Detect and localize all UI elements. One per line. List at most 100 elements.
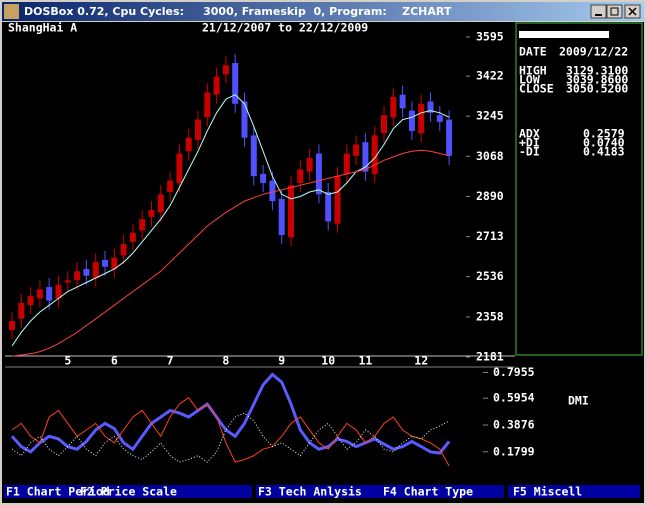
y-tick-label: 0.1799 bbox=[493, 444, 535, 458]
candle-body bbox=[167, 180, 174, 193]
indicator-value: 0.2579 bbox=[583, 127, 625, 141]
y-tick-label: 2181 bbox=[476, 350, 504, 364]
candle-body bbox=[343, 153, 350, 174]
x-tick-label: 5 bbox=[64, 354, 71, 368]
minimize-button[interactable] bbox=[590, 4, 607, 19]
x-tick-label: 10 bbox=[321, 354, 335, 368]
menu-item[interactable]: F1 Chart Period bbox=[6, 485, 110, 499]
dmi-line bbox=[10, 372, 451, 455]
price-label: LOW bbox=[519, 73, 540, 87]
candle-body bbox=[315, 153, 322, 195]
candle-body bbox=[390, 96, 397, 118]
candle-body bbox=[306, 158, 313, 172]
menu-item[interactable]: F3 Tech Anlysis bbox=[258, 485, 362, 499]
candle-body bbox=[157, 194, 164, 213]
candle-body bbox=[288, 185, 294, 238]
candle-body bbox=[325, 192, 332, 222]
candle-body bbox=[46, 287, 53, 301]
candle-body bbox=[362, 142, 369, 172]
app-icon bbox=[4, 4, 19, 19]
info-panel-bar bbox=[519, 31, 609, 38]
candle-body bbox=[92, 262, 99, 279]
content: DATE 2009/12/22 HIGH 3129.3100 LOW 3039.8600 C… bbox=[6, 21, 628, 499]
dmi-line bbox=[11, 412, 450, 463]
candle-body bbox=[222, 65, 229, 75]
indicator-label: -DI bbox=[519, 145, 540, 159]
candle-body bbox=[399, 94, 406, 109]
candle-body bbox=[111, 257, 118, 269]
y-tick-label: 2536 bbox=[476, 269, 504, 283]
chart-subtitle: 21/12/2007 to 22/12/2009 bbox=[202, 21, 368, 35]
candle-body bbox=[148, 210, 155, 217]
candle-body bbox=[260, 173, 267, 183]
date-label: DATE bbox=[519, 45, 547, 59]
candle-body bbox=[250, 135, 257, 177]
candle-body bbox=[139, 219, 146, 231]
price-value: 3039.8600 bbox=[566, 73, 628, 87]
info-panel-border bbox=[515, 22, 643, 356]
window-title: DOSBox 0.72, Cpu Cycles: 3000, Frameskip… bbox=[24, 5, 452, 18]
maximize-button[interactable] bbox=[606, 4, 623, 19]
moving-average bbox=[11, 149, 450, 357]
candle-body bbox=[278, 198, 285, 236]
candle-body bbox=[213, 76, 220, 95]
price-label: CLOSE bbox=[519, 82, 554, 96]
price-label: HIGH bbox=[519, 64, 547, 78]
candle-body bbox=[204, 92, 211, 118]
y-tick-label: 0.3876 bbox=[493, 418, 535, 432]
menu-item[interactable]: F4 Chart Type bbox=[383, 485, 473, 499]
candle-body bbox=[269, 180, 276, 202]
candle-body bbox=[18, 302, 25, 319]
y-tick-label: 2890 bbox=[476, 189, 504, 203]
indicator-label: ADX bbox=[519, 127, 540, 141]
x-tick-label: 7 bbox=[167, 354, 174, 368]
candle-body bbox=[427, 101, 434, 113]
candle-body bbox=[418, 103, 425, 134]
menu-item[interactable]: F5 Miscell bbox=[513, 485, 582, 499]
y-tick-label: 3422 bbox=[476, 69, 504, 83]
candle-body bbox=[64, 280, 71, 283]
chart-title: ShangHai A bbox=[8, 21, 77, 35]
candle-body bbox=[297, 169, 304, 183]
menu-separator bbox=[252, 485, 256, 498]
menu-item[interactable]: F2 Price Scale bbox=[80, 485, 177, 499]
x-tick-label: 11 bbox=[358, 354, 372, 368]
window-buttons[interactable] bbox=[590, 4, 641, 19]
y-tick-label: 3245 bbox=[476, 109, 504, 123]
candle-body bbox=[129, 232, 136, 242]
candle-body bbox=[241, 101, 248, 138]
candle-body bbox=[102, 259, 108, 267]
menu-bar bbox=[4, 485, 640, 498]
x-tick-label: 9 bbox=[278, 354, 285, 368]
candle-body bbox=[55, 284, 62, 299]
y-tick-label: 0.7955 bbox=[493, 365, 535, 379]
candle-body bbox=[27, 296, 34, 306]
candle-body bbox=[74, 271, 81, 281]
price-value: 3129.3100 bbox=[566, 64, 628, 78]
candle-body bbox=[36, 289, 43, 299]
candle-body bbox=[371, 135, 378, 174]
candle-body bbox=[185, 137, 192, 152]
candle-body bbox=[195, 119, 201, 140]
candle-body bbox=[408, 110, 415, 131]
y-tick-label: 2358 bbox=[476, 309, 504, 323]
candle-body bbox=[436, 115, 443, 122]
candle-body bbox=[120, 244, 127, 256]
y-tick-label: 3068 bbox=[476, 149, 504, 163]
x-tick-label: 12 bbox=[414, 354, 428, 368]
indicator-value: 0.0740 bbox=[583, 136, 625, 150]
dos-screen bbox=[2, 22, 644, 503]
candle-body bbox=[9, 321, 15, 331]
y-tick-label: 2713 bbox=[476, 229, 504, 243]
title-bar bbox=[2, 2, 644, 21]
y-tick-label: 3595 bbox=[476, 30, 504, 44]
candle-body bbox=[176, 153, 183, 183]
y-tick-label: 0.5954 bbox=[493, 391, 535, 405]
moving-average bbox=[11, 94, 450, 347]
candle-body bbox=[353, 144, 360, 156]
candle-body bbox=[83, 268, 90, 276]
candle-body bbox=[334, 176, 341, 224]
indicator-value: 0.4183 bbox=[583, 145, 625, 159]
candle-body bbox=[446, 119, 453, 156]
